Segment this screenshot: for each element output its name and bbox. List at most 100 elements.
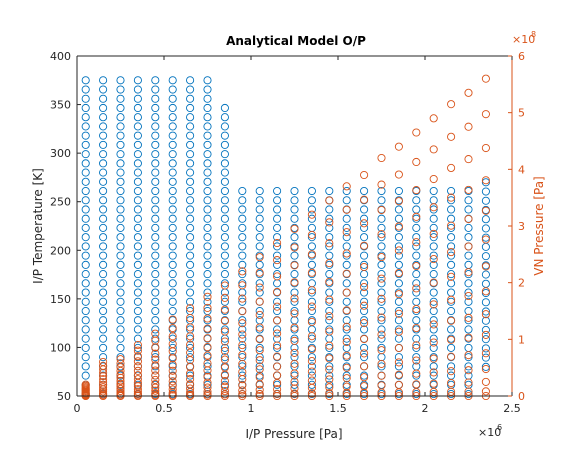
right-series-point	[273, 385, 282, 394]
right-series-point	[325, 218, 334, 227]
right-series-point	[377, 313, 386, 322]
left-series-point	[447, 362, 456, 371]
right-series-point	[273, 341, 282, 350]
right-series-point	[255, 297, 264, 306]
left-series-point	[464, 325, 473, 334]
right-series-point	[133, 352, 142, 361]
left-series-point	[325, 371, 334, 380]
right-series-point	[447, 387, 456, 396]
right-series-point	[325, 389, 334, 398]
left-series-point	[238, 297, 247, 306]
right-series-point	[307, 345, 316, 354]
left-series-point	[220, 251, 229, 260]
left-series-point	[429, 390, 438, 399]
left-series-point	[99, 270, 108, 279]
left-series-point	[203, 297, 212, 306]
left-series-point	[81, 306, 90, 316]
right-series-point	[412, 212, 421, 221]
left-series-point	[186, 103, 195, 113]
right-series-point	[255, 268, 264, 277]
left-series-point	[133, 270, 142, 279]
y-right-tick-label: 3	[518, 220, 525, 233]
left-series-point	[186, 260, 195, 269]
left-series-point	[186, 177, 195, 186]
left-series-point	[151, 325, 160, 334]
right-series-point	[133, 375, 142, 384]
left-series-point	[116, 297, 125, 306]
right-series-point	[307, 357, 316, 366]
left-series-point	[99, 186, 108, 196]
y-right-tick-label: 4	[518, 163, 525, 176]
left-series-point	[238, 334, 247, 343]
left-series-point	[377, 196, 386, 205]
left-series-point	[273, 306, 282, 316]
left-series-point	[186, 297, 195, 306]
right-series-point	[447, 248, 456, 257]
left-series-point	[116, 94, 125, 103]
left-series-point	[99, 131, 108, 140]
left-series-point	[203, 260, 212, 269]
left-series-point	[133, 205, 142, 214]
left-series-point	[325, 242, 334, 251]
left-series-point	[99, 85, 108, 94]
right-series-point	[342, 205, 351, 214]
left-series-point	[360, 316, 369, 325]
left-series-point	[273, 186, 282, 196]
left-series-point	[377, 306, 386, 316]
right-series-point	[290, 369, 299, 378]
left-series-point	[133, 131, 142, 140]
left-series-point	[81, 260, 90, 269]
right-series-point	[133, 366, 142, 375]
left-series-point	[342, 214, 351, 223]
left-series-point	[151, 94, 160, 103]
left-series-point	[220, 353, 229, 362]
right-series-point	[273, 389, 282, 398]
right-series-point	[238, 330, 247, 339]
left-series-point	[360, 233, 369, 242]
left-series-point	[186, 150, 195, 159]
left-series-point	[186, 94, 195, 103]
left-series-point	[394, 279, 403, 288]
right-series-point	[307, 389, 316, 398]
right-series-point	[464, 291, 473, 301]
left-series-point	[412, 353, 421, 362]
right-series-point	[412, 324, 421, 333]
right-series-point	[481, 349, 490, 358]
right-series-point	[429, 145, 438, 154]
right-series-point	[151, 375, 160, 384]
right-series-point	[325, 365, 334, 374]
right-series-point	[273, 302, 282, 311]
left-series-point	[412, 334, 421, 343]
left-series-point	[203, 251, 212, 260]
left-series-point	[151, 122, 160, 131]
left-series-point	[81, 131, 90, 140]
left-series-point	[133, 85, 142, 94]
left-series-point	[481, 298, 490, 307]
left-series-point	[307, 233, 316, 242]
left-series-point	[133, 334, 142, 343]
left-series-point	[447, 186, 456, 196]
left-series-point	[238, 279, 247, 288]
left-series-point	[325, 214, 334, 223]
left-series-point	[133, 168, 142, 177]
left-series-point	[220, 260, 229, 269]
left-series-point	[325, 297, 334, 306]
right-series-point	[447, 193, 456, 202]
left-series-point	[238, 325, 247, 334]
left-series-point	[238, 233, 247, 242]
left-series-point	[151, 242, 160, 251]
left-series-point	[168, 150, 177, 159]
right-series-point	[360, 319, 369, 328]
left-series-point	[81, 362, 90, 371]
left-series-point	[133, 260, 142, 269]
left-series-point	[168, 186, 177, 196]
right-series-point	[481, 310, 490, 319]
left-series-point	[220, 270, 229, 279]
left-series-point	[220, 223, 229, 232]
y-right-tick-label: 0	[518, 390, 525, 403]
left-series-point	[307, 371, 316, 380]
left-series-point	[116, 306, 125, 316]
right-series-point	[481, 110, 490, 119]
left-series-point	[273, 196, 282, 205]
